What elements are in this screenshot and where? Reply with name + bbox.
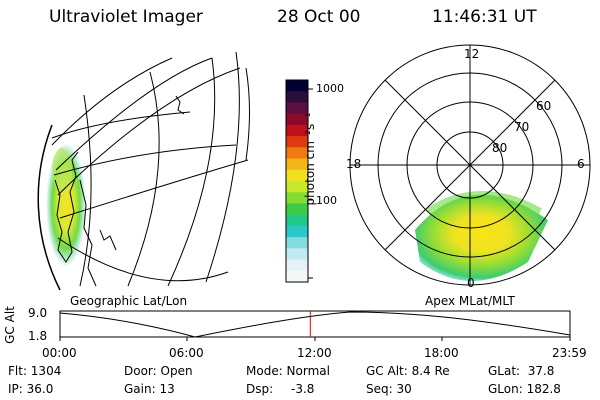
colorbar-frame xyxy=(285,79,309,283)
mlt-label-18: 18 xyxy=(346,157,362,171)
altitude-right-title: Apex MLat/MLT xyxy=(425,294,515,308)
colorbar-band xyxy=(286,80,308,92)
xtick-0600: 06:00 xyxy=(169,346,204,360)
earth-limb xyxy=(37,124,61,291)
xtick-1800: 18:00 xyxy=(424,346,459,360)
colorbar-band xyxy=(286,270,308,283)
xtick-2359: 23:59 xyxy=(552,346,587,360)
coastlines xyxy=(54,95,185,287)
info-dsp-label: Dsp: xyxy=(246,382,274,396)
colorbar-band xyxy=(286,203,308,216)
info-flt: Flt: 1304 xyxy=(8,364,62,378)
info-glat: GLat: 37.8 xyxy=(488,364,555,378)
colorbar-band xyxy=(286,91,308,104)
mlat-label-70: 70 xyxy=(514,120,530,134)
altitude-left-title: Geographic Lat/Lon xyxy=(70,294,188,308)
xtick-1200: 12:00 xyxy=(297,346,332,360)
colorbar-band xyxy=(286,113,308,126)
colorbar-band xyxy=(286,124,308,137)
altitude-curve xyxy=(59,311,571,338)
colorbar-label-100: 100 xyxy=(316,194,337,207)
mlat-label-60: 60 xyxy=(536,99,552,113)
colorbar-band xyxy=(286,225,308,238)
info-gcalt: GC Alt: 8.4 Re xyxy=(366,364,450,378)
colorbar-band xyxy=(286,237,308,249)
mlt-label-0: 0 xyxy=(467,276,475,290)
polar-grid xyxy=(349,44,591,286)
info-door: Door: Open xyxy=(124,364,193,378)
xtick-0000: 00:00 xyxy=(42,346,77,360)
colorbar-band xyxy=(286,136,308,148)
date-label: 28 Oct 00 xyxy=(277,7,361,27)
colorbar-band xyxy=(286,181,308,193)
info-seq: Seq: 30 xyxy=(366,382,412,396)
mlt-label-12: 12 xyxy=(464,47,480,61)
info-glon: GLon: 182.8 xyxy=(488,382,561,396)
info-ip: IP: 36.0 xyxy=(8,382,54,396)
colorbar-band xyxy=(286,169,308,182)
info-gain: Gain: 13 xyxy=(124,382,175,396)
graticule xyxy=(51,51,250,287)
aurora-oval xyxy=(415,194,548,281)
aurora-oval-edge xyxy=(425,191,542,216)
altitude-ytick-top: 9.0 xyxy=(28,306,48,320)
colorbar-gradient xyxy=(286,80,308,283)
altitude-ytick-bottom: 1.8 xyxy=(28,329,48,343)
colorbar-band xyxy=(286,192,308,205)
info-dsp-value: -3.8 xyxy=(291,382,315,396)
mlt-label-6: 6 xyxy=(577,157,585,171)
colorbar-label-1000: 1000 xyxy=(316,82,344,95)
colorbar-band xyxy=(286,102,308,115)
colorbar-band xyxy=(286,147,308,160)
colorbar-band xyxy=(286,259,308,272)
colorbar-band xyxy=(286,158,308,171)
mlat-label-80: 80 xyxy=(492,141,508,155)
colorbar-band xyxy=(286,214,308,227)
info-mode: Mode: Normal xyxy=(246,364,330,378)
colorbar-band xyxy=(286,248,308,261)
instrument-title: Ultraviolet Imager xyxy=(49,7,203,27)
altitude-xticks xyxy=(59,337,571,341)
altitude-plot-frame xyxy=(59,310,571,338)
time-label: 11:46:31 UT xyxy=(432,7,537,27)
